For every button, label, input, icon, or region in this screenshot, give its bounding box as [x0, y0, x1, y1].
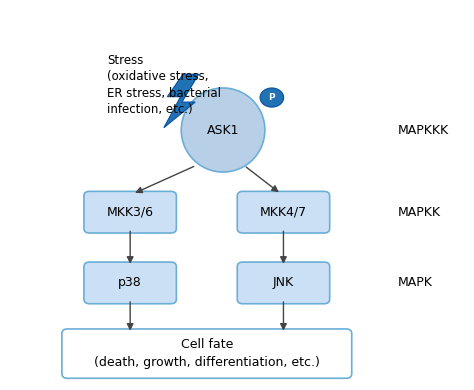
Text: MAPK: MAPK [397, 277, 432, 289]
FancyBboxPatch shape [62, 329, 352, 378]
Text: ASK1: ASK1 [207, 124, 239, 136]
Text: P: P [269, 93, 275, 102]
FancyBboxPatch shape [84, 191, 176, 233]
FancyBboxPatch shape [237, 191, 330, 233]
Text: MKK4/7: MKK4/7 [260, 206, 307, 219]
Text: MKK3/6: MKK3/6 [107, 206, 154, 219]
FancyBboxPatch shape [84, 262, 176, 304]
Text: MAPKK: MAPKK [397, 206, 440, 219]
Polygon shape [164, 74, 199, 128]
Ellipse shape [181, 88, 265, 172]
Text: p38: p38 [118, 277, 142, 289]
Text: MAPKKK: MAPKKK [397, 124, 448, 136]
Text: Stress
(oxidative stress,
ER stress, bacterial
infection, etc.): Stress (oxidative stress, ER stress, bac… [107, 53, 221, 116]
FancyBboxPatch shape [237, 262, 330, 304]
Ellipse shape [260, 88, 283, 107]
Text: Cell fate
(death, growth, differentiation, etc.): Cell fate (death, growth, differentiatio… [94, 338, 320, 369]
Text: JNK: JNK [273, 277, 294, 289]
